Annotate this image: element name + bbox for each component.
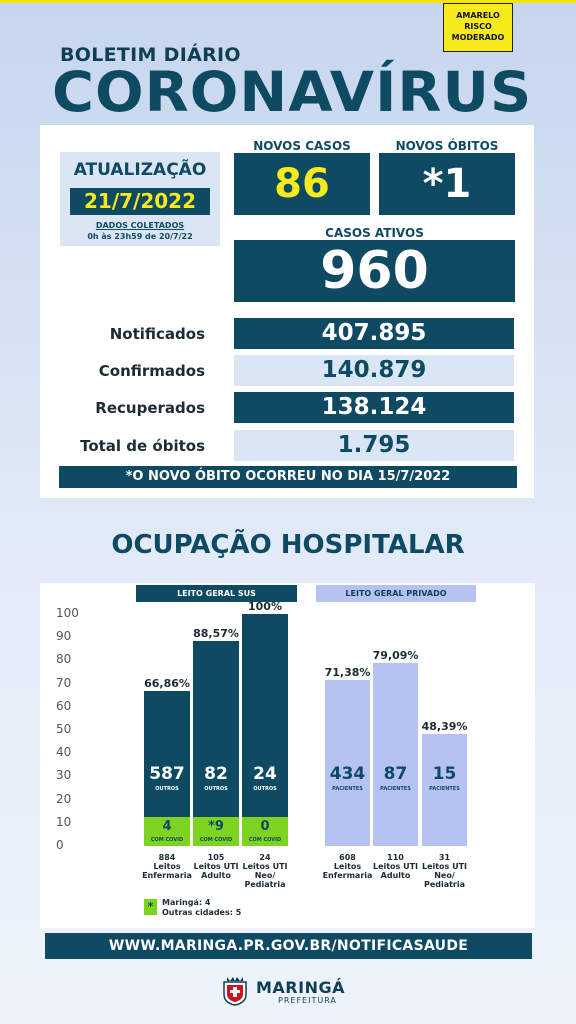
bar-percent-label: 79,09% bbox=[372, 648, 419, 662]
bar-percent-label: 88,57% bbox=[193, 626, 239, 640]
death-note: *O NOVO ÓBITO OCORREU NO DIA 15/7/2022 bbox=[59, 466, 517, 488]
chart-bar bbox=[325, 680, 370, 846]
y-tick-label: 100 bbox=[56, 606, 79, 620]
risk-line-1: AMARELO bbox=[456, 11, 500, 20]
bar-patients-label: PACIENTES bbox=[332, 786, 363, 792]
new-deaths-label: NOVOS ÓBITOS bbox=[395, 139, 499, 153]
bar-percent-label: 100% bbox=[248, 600, 282, 613]
bar-total-label: 110 bbox=[387, 853, 404, 862]
update-note-period: 0h às 23h59 de 20/7/22 bbox=[87, 232, 193, 241]
chart-group-header: LEITO GERAL PRIVADO bbox=[316, 585, 476, 602]
bar-total-label: 31 bbox=[438, 853, 451, 862]
bar-patients-label: PACIENTES bbox=[429, 786, 460, 792]
bar-total-label: 24 bbox=[259, 853, 271, 862]
covid-segment bbox=[144, 817, 190, 846]
legend-text: Maringá: 4 Outras cidades: 5 bbox=[162, 898, 241, 918]
legend-line-2: Outras cidades: 5 bbox=[162, 908, 242, 917]
recovered-label: Recuperados bbox=[95, 399, 205, 417]
bar-covid-value: 0 bbox=[260, 819, 270, 834]
bar-percent-label: 66,86% bbox=[144, 676, 190, 690]
bar-covid-label: COM COVID bbox=[150, 837, 184, 843]
update-box: ATUALIZAÇÃO 21/7/2022 DADOS COLETADOS 0h… bbox=[60, 152, 220, 246]
update-note-title: DADOS COLETADOS bbox=[95, 221, 185, 230]
bar-patients-label: PACIENTES bbox=[380, 786, 411, 792]
bar-total-label: 105 bbox=[207, 853, 225, 862]
new-cases-value: 86 bbox=[234, 153, 370, 215]
bulletin-subtitle: BOLETIM DIÁRIO bbox=[60, 44, 241, 66]
bar-category-label: Leitos Enfermaria bbox=[142, 862, 192, 880]
bar-covid-label: COM COVID bbox=[199, 837, 233, 843]
footer-city-name: MARINGÁ bbox=[256, 978, 345, 997]
active-cases-value: 960 bbox=[234, 240, 515, 302]
top-stripe bbox=[0, 0, 576, 3]
bar-covid-value: 4 bbox=[162, 819, 172, 834]
bar-others-label: OUTROS bbox=[155, 786, 179, 792]
covid-segment bbox=[193, 817, 239, 846]
bar-covid-value: *9 bbox=[208, 819, 224, 834]
chart-group-header: LEITO GERAL SUS bbox=[136, 585, 297, 602]
y-tick-label: 10 bbox=[56, 814, 72, 829]
bar-percent-label: 48,39% bbox=[421, 719, 468, 733]
bar-total-label: 884 bbox=[158, 853, 176, 862]
website-url-link[interactable]: WWW.MARINGA.PR.GOV.BR/NOTIFICASAUDE bbox=[45, 933, 532, 959]
bar-others-value: 587 bbox=[149, 764, 185, 784]
chart-bar bbox=[193, 640, 239, 846]
update-date: 21/7/2022 bbox=[70, 188, 210, 215]
total-deaths-label: Total de óbitos bbox=[80, 437, 205, 455]
bar-patients-value: 87 bbox=[383, 764, 408, 784]
y-tick-label: 0 bbox=[56, 838, 64, 852]
legend-asterisk-marker: * bbox=[144, 899, 157, 915]
risk-line-3: MODERADO bbox=[451, 33, 505, 42]
update-label: ATUALIZAÇÃO bbox=[73, 160, 207, 180]
y-tick-label: 20 bbox=[56, 791, 72, 806]
bar-others-label: OUTROS bbox=[253, 786, 277, 792]
bar-covid-label: COM COVID bbox=[248, 837, 282, 843]
bar-category-label: Leitos UTI Adulto bbox=[372, 862, 419, 880]
risk-level-badge: AMARELO RISCO MODERADO bbox=[443, 3, 513, 52]
chart-bar bbox=[422, 733, 467, 846]
y-tick-label: 40 bbox=[56, 745, 72, 760]
chart-bar bbox=[373, 662, 418, 846]
update-note: DADOS COLETADOS 0h às 23h59 de 20/7/22 bbox=[60, 220, 220, 242]
confirmed-value: 140.879 bbox=[234, 355, 514, 386]
legend-line-1: Maringá: 4 bbox=[162, 898, 211, 907]
bar-others-label: OUTROS bbox=[204, 786, 228, 792]
bar-total-label: 608 bbox=[339, 853, 356, 862]
bar-category-label: Leitos UTI Adulto bbox=[193, 862, 239, 880]
notified-label: Notificados bbox=[109, 325, 205, 343]
y-tick-label: 50 bbox=[56, 722, 72, 736]
confirmed-label: Confirmados bbox=[98, 362, 205, 380]
bar-category-label: Leitos UTI Neo/ Pediatria bbox=[421, 862, 468, 889]
bar-patients-value: 434 bbox=[329, 764, 366, 784]
y-tick-label: 30 bbox=[56, 768, 72, 783]
recovered-value: 138.124 bbox=[234, 392, 514, 423]
bar-percent-label: 71,38% bbox=[324, 666, 371, 680]
chart-bar bbox=[242, 614, 288, 846]
footer-city-subtitle: PREFEITURA bbox=[278, 996, 337, 1005]
y-tick-label: 80 bbox=[56, 652, 72, 667]
y-tick-label: 70 bbox=[56, 675, 72, 690]
covid-segment bbox=[242, 817, 288, 846]
y-tick-label: 90 bbox=[56, 629, 72, 644]
hospital-section-title: OCUPAÇÃO HOSPITALAR bbox=[111, 530, 465, 560]
new-cases-label: NOVOS CASOS bbox=[253, 139, 351, 153]
risk-line-2: RISCO bbox=[464, 22, 492, 31]
bar-others-value: 82 bbox=[204, 764, 228, 784]
bar-patients-value: 15 bbox=[432, 764, 457, 784]
city-crest-icon bbox=[223, 977, 247, 1006]
y-tick-label: 60 bbox=[56, 698, 72, 713]
new-deaths-value: *1 bbox=[379, 153, 515, 215]
bar-category-label: Leitos Enfermaria bbox=[322, 862, 373, 880]
bar-others-value: 24 bbox=[253, 764, 277, 784]
bar-category-label: Leitos UTI Neo/ Pediatria bbox=[242, 862, 288, 889]
notified-value: 407.895 bbox=[234, 318, 514, 349]
active-cases-label: CASOS ATIVOS bbox=[325, 226, 424, 240]
page-title: CORONAVÍRUS bbox=[52, 60, 533, 124]
total-deaths-value: 1.795 bbox=[234, 430, 514, 461]
